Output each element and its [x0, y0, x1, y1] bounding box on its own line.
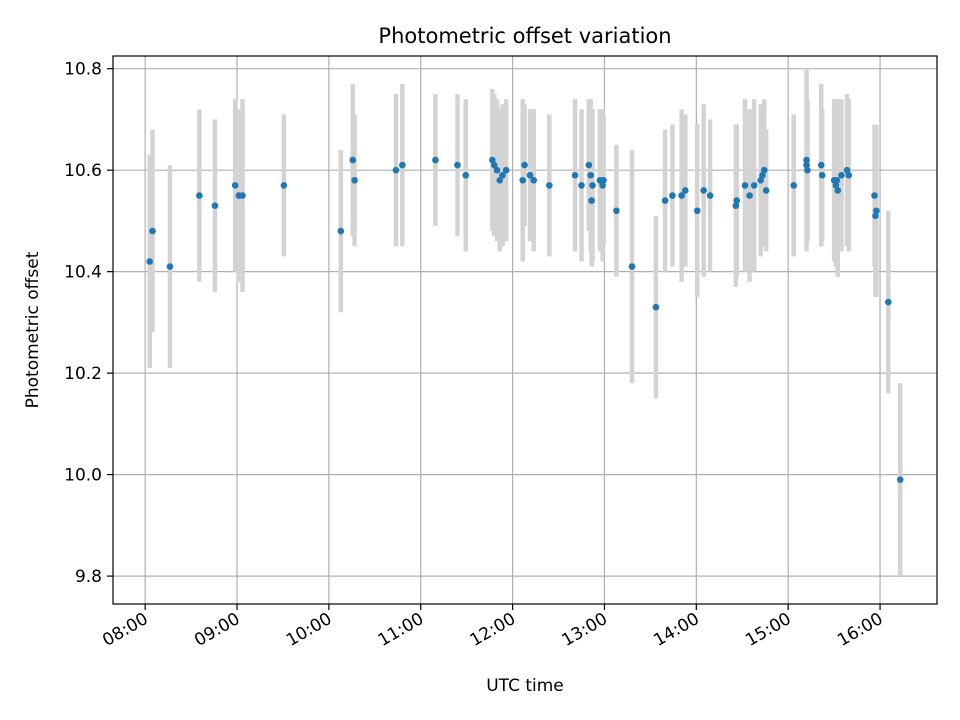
data-point: [760, 166, 768, 174]
data-point: [732, 202, 740, 209]
data-point: [885, 298, 892, 306]
data-point: [750, 182, 758, 189]
data-point: [757, 177, 764, 184]
data-point: [843, 166, 851, 174]
data-point: [499, 171, 506, 179]
data-point: [526, 171, 534, 179]
y-tick-label: 10.6: [64, 161, 102, 181]
data-point: [231, 182, 239, 189]
data-point: [521, 161, 528, 169]
data-point: [578, 182, 585, 189]
data-point: [454, 161, 461, 169]
data-point: [871, 192, 878, 199]
data-point: [741, 182, 749, 189]
data-point: [496, 177, 504, 184]
data-point: [661, 197, 669, 204]
y-tick-label: 10.2: [64, 364, 102, 384]
data-point: [489, 156, 496, 164]
data-point: [803, 161, 810, 169]
data-point: [613, 207, 620, 215]
data-point: [502, 166, 510, 174]
data-point: [652, 303, 660, 311]
data-point: [399, 161, 406, 169]
data-point: [832, 182, 840, 189]
data-point: [762, 187, 770, 194]
chart-title: Photometric offset variation: [378, 24, 671, 48]
y-tick-label: 10.0: [64, 466, 102, 486]
data-point: [530, 177, 538, 184]
data-point: [804, 166, 811, 174]
data-points: [146, 156, 904, 483]
y-tick-label: 10.4: [64, 263, 102, 283]
data-point: [746, 192, 753, 199]
data-point: [585, 161, 593, 169]
data-point: [490, 161, 498, 169]
data-point: [211, 202, 219, 209]
x-axis-label: UTC time: [486, 676, 564, 696]
data-point: [669, 192, 676, 199]
data-point: [803, 156, 810, 164]
data-point: [700, 187, 707, 194]
data-point: [493, 166, 501, 174]
data-point: [166, 263, 174, 270]
data-point: [600, 177, 607, 184]
y-tick-label: 9.8: [75, 567, 102, 587]
data-point: [599, 182, 606, 189]
data-point: [896, 476, 904, 483]
data-point: [790, 182, 797, 189]
data-point: [571, 171, 579, 179]
data-point: [838, 171, 845, 179]
data-point: [519, 177, 527, 184]
data-point: [817, 161, 825, 169]
data-point: [392, 166, 400, 174]
data-point: [678, 192, 685, 199]
data-point: [349, 156, 357, 164]
plot-frame: [112, 55, 938, 605]
y-axis-label: Photometric offset: [23, 251, 43, 408]
data-point: [351, 177, 358, 184]
y-tick-label: 10.8: [64, 60, 102, 80]
data-point: [280, 182, 288, 189]
data-point: [681, 187, 689, 194]
data-point: [834, 187, 842, 194]
data-point: [818, 171, 826, 179]
data-point: [587, 171, 594, 179]
data-point: [588, 197, 595, 204]
data-point: [833, 177, 841, 184]
data-point: [546, 182, 553, 189]
data-point: [146, 258, 154, 265]
data-point: [706, 192, 714, 199]
data-point: [759, 171, 766, 179]
data-point: [845, 171, 853, 179]
data-point: [733, 197, 741, 204]
data-point: [432, 156, 439, 164]
data-point: [873, 207, 880, 215]
data-point: [628, 263, 636, 270]
data-point: [872, 212, 879, 220]
data-point: [589, 182, 596, 189]
data-point: [239, 192, 246, 199]
data-point: [196, 192, 203, 199]
data-point: [337, 227, 345, 235]
data-point: [149, 227, 156, 235]
data-point: [462, 171, 470, 179]
data-point: [693, 207, 701, 215]
